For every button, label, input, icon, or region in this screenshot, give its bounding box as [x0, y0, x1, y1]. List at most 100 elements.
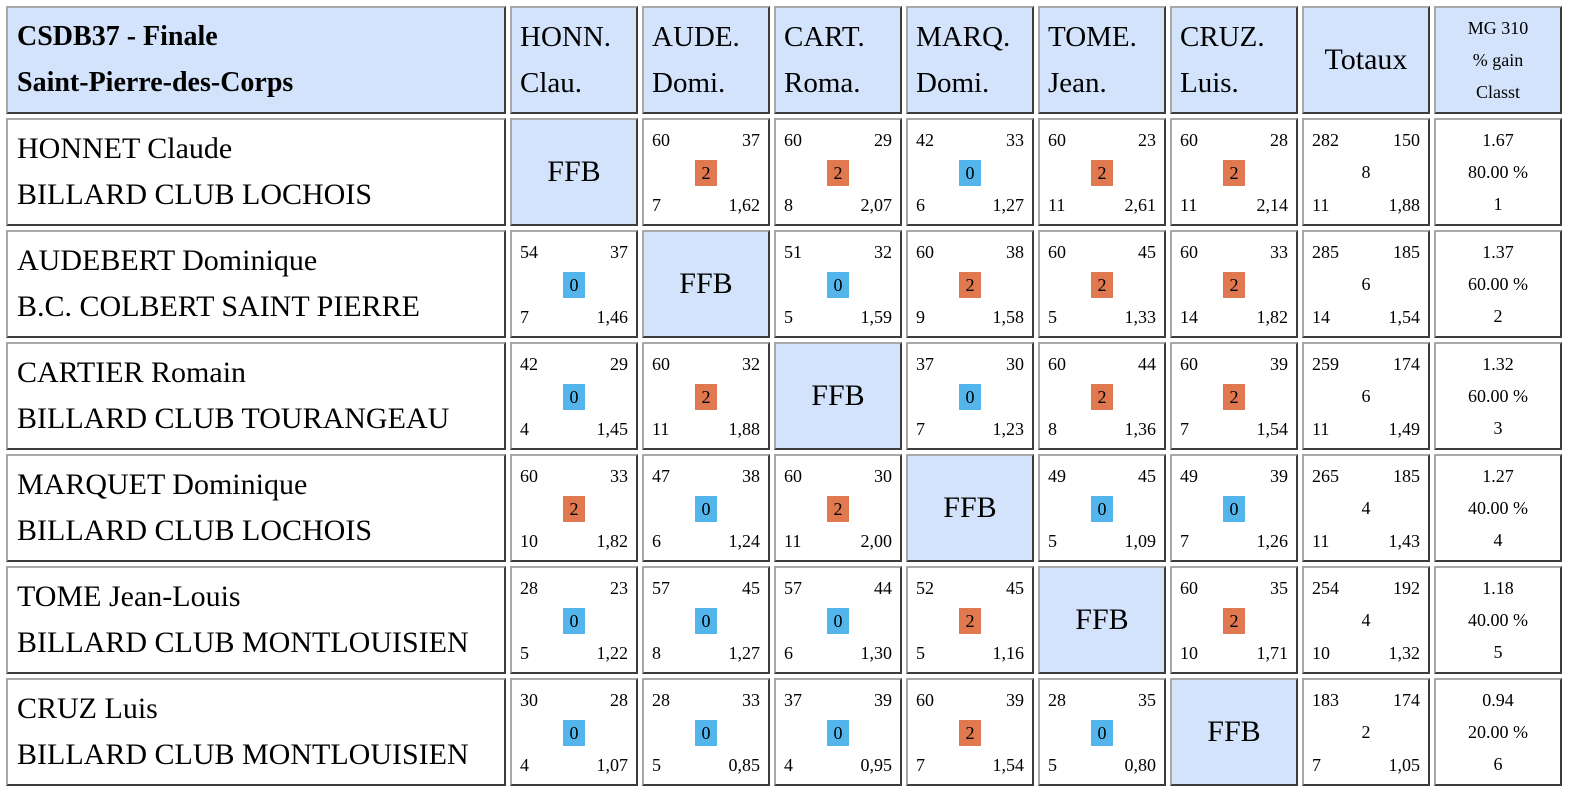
match-points-badge: 2 — [1223, 384, 1245, 410]
match-result-cell: 60 39 7 1,54 2 — [1170, 342, 1298, 450]
points-scored: 60 — [1048, 354, 1066, 374]
best-series: 8 — [1048, 419, 1057, 439]
rank: 3 — [1493, 418, 1503, 438]
match-result-cell: 47 38 6 1,24 0 — [642, 454, 770, 562]
player-row: CARTIER Romain BILLARD CLUB TOURANGEAU 42 2… — [6, 342, 1562, 450]
best-series: 7 — [916, 755, 925, 775]
best-series: 5 — [1048, 531, 1057, 551]
totals-cell: 282 150 8 11 1,88 — [1302, 118, 1430, 226]
innings: 39 — [1270, 466, 1288, 486]
player-header-4: TOME. Jean. — [1038, 6, 1166, 114]
points-scored: 57 — [652, 578, 670, 598]
points-scored: 60 — [1180, 354, 1198, 374]
average: 1,23 — [992, 419, 1025, 439]
total-innings: 192 — [1393, 578, 1420, 598]
innings: 44 — [1138, 354, 1156, 374]
mg-cell: 0.94 20.00 % 6 — [1434, 678, 1562, 786]
points-scored: 49 — [1180, 466, 1198, 486]
match-result-cell: 60 32 11 1,88 2 — [642, 342, 770, 450]
innings: 29 — [874, 130, 892, 150]
player-firstname-abbrev: Jean. — [1048, 67, 1107, 99]
player-row: HONNET Claude BILLARD CLUB LOCHOIS FFB 60 37… — [6, 118, 1562, 226]
player-firstname-abbrev: Clau. — [520, 67, 583, 99]
ffb-cell: FFB — [642, 230, 770, 338]
rank: 5 — [1493, 642, 1503, 662]
total-match-points: 6 — [1361, 386, 1371, 406]
gain-percent: 60.00 % — [1468, 274, 1528, 294]
player-name: CRUZ Luis — [17, 692, 158, 725]
match-result-cell: 60 44 8 1,36 2 — [1038, 342, 1166, 450]
average: 1,27 — [728, 643, 761, 663]
best-series: 14 — [1180, 307, 1198, 327]
mg-average: 1.37 — [1482, 242, 1514, 262]
gain-percent: 80.00 % — [1468, 162, 1528, 182]
best-series: 11 — [1048, 195, 1066, 215]
totals-cell: 254 192 4 10 1,32 — [1302, 566, 1430, 674]
player-row: CRUZ Luis BILLARD CLUB MONTLOUISIEN 30 28 4 1… — [6, 678, 1562, 786]
mg-average: 0.94 — [1482, 690, 1514, 710]
match-points-badge: 2 — [563, 496, 585, 522]
match-points-badge: 2 — [1223, 608, 1245, 634]
match-result-cell: 42 29 4 1,45 0 — [510, 342, 638, 450]
best-series: 4 — [520, 419, 529, 439]
match-points-badge: 0 — [563, 384, 585, 410]
average: 0,85 — [728, 755, 761, 775]
points-scored: 60 — [1180, 130, 1198, 150]
match-result-cell: 60 23 11 2,61 2 — [1038, 118, 1166, 226]
total-match-points: 4 — [1361, 610, 1371, 630]
average: 1,07 — [596, 755, 629, 775]
player-name: AUDEBERT Dominique — [17, 244, 318, 277]
average: 1,30 — [860, 643, 893, 663]
innings: 33 — [610, 466, 628, 486]
best-series: 7 — [1312, 755, 1321, 775]
average: 1,54 — [992, 755, 1025, 775]
total-points: 254 — [1312, 578, 1339, 598]
match-points-badge: 0 — [827, 720, 849, 746]
average: 1,59 — [860, 307, 893, 327]
mg-cell: 1.32 60.00 % 3 — [1434, 342, 1562, 450]
gain-percent: 60.00 % — [1468, 386, 1528, 406]
average: 1,16 — [992, 643, 1025, 663]
innings: 28 — [1270, 130, 1288, 150]
player-abbrev: MARQ. — [916, 21, 1011, 53]
average: 1,82 — [1256, 307, 1289, 327]
average: 2,00 — [860, 531, 893, 551]
average: 2,07 — [860, 195, 893, 215]
mg-cell: 1.67 80.00 % 1 — [1434, 118, 1562, 226]
match-points-badge: 0 — [827, 608, 849, 634]
points-scored: 60 — [1048, 242, 1066, 262]
points-scored: 49 — [1048, 466, 1066, 486]
club-name: BILLARD CLUB LOCHOIS — [17, 514, 373, 547]
best-series: 7 — [916, 419, 925, 439]
best-series: 7 — [520, 307, 529, 327]
points-scored: 60 — [1048, 130, 1066, 150]
ffb-cell: FFB — [1170, 678, 1298, 786]
match-result-cell: 49 45 5 1,09 0 — [1038, 454, 1166, 562]
mg-average: 1.18 — [1482, 578, 1514, 598]
total-innings: 150 — [1393, 130, 1420, 150]
match-result-cell: 60 38 9 1,58 2 — [906, 230, 1034, 338]
player-cell: CARTIER Romain BILLARD CLUB TOURANGEAU — [6, 342, 506, 450]
player-firstname-abbrev: Luis. — [1180, 67, 1239, 99]
match-points-badge: 0 — [563, 608, 585, 634]
totals-cell: 265 185 4 11 1,43 — [1302, 454, 1430, 562]
average: 1,54 — [1256, 419, 1289, 439]
match-points-badge: 0 — [959, 384, 981, 410]
total-points: 259 — [1312, 354, 1339, 374]
points-scored: 54 — [520, 242, 538, 262]
rank: 6 — [1493, 754, 1503, 774]
match-result-cell: 49 39 7 1,26 0 — [1170, 454, 1298, 562]
innings: 35 — [1270, 578, 1288, 598]
header-row: CSDB37 - Finale Saint-Pierre-des-Corps HO… — [6, 6, 1562, 114]
points-scored: 42 — [916, 130, 934, 150]
average: 1,22 — [596, 643, 629, 663]
average: 1,46 — [596, 307, 629, 327]
best-series: 9 — [916, 307, 925, 327]
player-header-5: CRUZ. Luis. — [1170, 6, 1298, 114]
average: 0,80 — [1124, 755, 1157, 775]
match-result-cell: 54 37 7 1,46 0 — [510, 230, 638, 338]
points-scored: 30 — [520, 690, 538, 710]
best-series: 5 — [784, 307, 793, 327]
innings: 33 — [1270, 242, 1288, 262]
innings: 23 — [1138, 130, 1156, 150]
